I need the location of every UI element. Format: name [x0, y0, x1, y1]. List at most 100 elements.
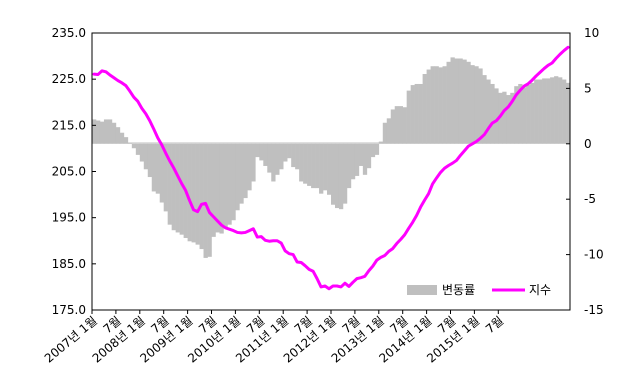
bar — [494, 88, 499, 144]
bar — [518, 83, 523, 144]
bar — [219, 143, 224, 234]
bar — [346, 143, 352, 189]
bar — [554, 76, 559, 144]
bar — [498, 92, 503, 144]
right-tick-label: 5 — [584, 81, 592, 95]
left-tick-label: 195.0 — [52, 211, 86, 225]
bar — [323, 143, 328, 191]
bar — [243, 143, 248, 199]
bar — [422, 74, 427, 144]
bar — [331, 143, 336, 205]
bar — [490, 83, 495, 144]
bar — [474, 66, 479, 144]
x-tick-label: 7월 — [483, 314, 506, 337]
bar — [542, 78, 547, 144]
bar — [227, 143, 232, 225]
left-tick-label: 225.0 — [52, 72, 86, 86]
bar — [299, 143, 304, 182]
bar — [390, 109, 396, 144]
bar — [526, 85, 531, 144]
bar — [139, 143, 145, 162]
bar — [458, 58, 463, 144]
bar — [482, 75, 487, 144]
bar — [211, 143, 216, 237]
bar — [470, 65, 475, 144]
bar — [247, 143, 252, 191]
bar — [374, 143, 380, 155]
bar — [95, 120, 101, 144]
bar — [307, 143, 312, 186]
bar — [334, 143, 340, 209]
bar — [135, 143, 141, 155]
bar — [99, 121, 105, 144]
bar — [506, 95, 511, 144]
bar — [454, 58, 459, 144]
bar — [502, 91, 507, 144]
bar — [430, 66, 435, 144]
bar — [163, 143, 168, 212]
index-line — [92, 45, 570, 291]
bar — [558, 77, 563, 144]
bar — [342, 143, 348, 204]
bar — [171, 143, 176, 231]
left-tick-label: 215.0 — [52, 118, 86, 132]
bar — [446, 61, 451, 144]
bar — [538, 79, 543, 144]
bar — [442, 66, 447, 144]
left-tick-label: 185.0 — [52, 257, 86, 271]
bar — [279, 143, 284, 170]
bar — [311, 143, 316, 189]
bar — [486, 79, 491, 144]
bar — [267, 143, 272, 173]
bar — [534, 79, 539, 144]
bar — [386, 118, 392, 144]
bar — [434, 66, 439, 144]
bar — [187, 143, 192, 242]
bar — [426, 69, 431, 144]
bar — [566, 82, 571, 144]
bar — [275, 143, 280, 175]
left-axis: 175.0 185.0 195.0 205.0 215.0 225.0 235.0 — [52, 26, 96, 317]
bar — [366, 143, 372, 169]
right-tick-label: 10 — [584, 26, 599, 40]
bar — [562, 79, 567, 144]
bar — [115, 127, 121, 144]
bar — [414, 83, 419, 144]
bar — [358, 143, 364, 166]
bar — [107, 119, 113, 144]
bar — [295, 143, 300, 170]
bar — [255, 143, 260, 158]
bar — [362, 143, 368, 175]
bar — [283, 143, 288, 162]
legend-line-label: 지수 — [529, 283, 551, 297]
bar — [263, 143, 268, 166]
bar — [119, 132, 125, 144]
legend-bar-swatch — [407, 285, 437, 295]
bar — [394, 106, 400, 144]
bar — [550, 77, 555, 144]
right-tick-label: -10 — [584, 248, 604, 262]
bar — [398, 106, 403, 144]
bar — [175, 143, 180, 233]
bar — [271, 143, 276, 182]
bar — [215, 143, 220, 233]
bar — [287, 143, 292, 159]
bar — [239, 143, 244, 204]
bar — [478, 68, 483, 144]
right-tick-label: -15 — [584, 303, 604, 317]
bar — [143, 143, 149, 170]
bar — [103, 119, 109, 144]
bar — [131, 143, 137, 149]
left-tick-label: 205.0 — [52, 165, 86, 179]
bar — [382, 122, 388, 144]
bar — [315, 143, 320, 189]
bar — [123, 137, 129, 144]
bar — [410, 85, 415, 144]
bar — [167, 143, 172, 225]
right-axis: -15 -10 -5 0 5 10 — [566, 26, 604, 317]
bar — [319, 143, 324, 194]
bar — [259, 143, 264, 161]
bar — [350, 143, 356, 180]
bar — [155, 143, 161, 194]
